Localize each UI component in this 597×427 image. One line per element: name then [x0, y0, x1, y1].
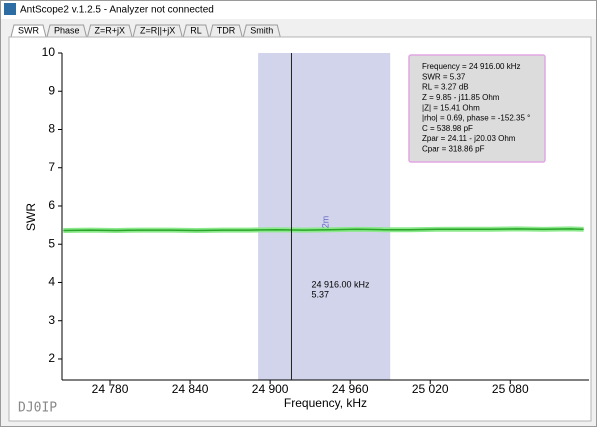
y-tick-label: 6	[48, 198, 55, 212]
tab-label[interactable]: RL	[190, 25, 202, 35]
x-tick-label: 24 840	[172, 382, 209, 396]
info-line: RL = 3.27 dB	[422, 83, 469, 92]
x-tick-label: 25 020	[412, 382, 449, 396]
y-tick-label: 10	[42, 45, 56, 59]
window-title: AntScope2 v.1.2.5 - Analyzer not connect…	[20, 5, 214, 16]
tab-label[interactable]: Smith	[250, 25, 273, 35]
info-line: C = 538.98 pF	[422, 124, 473, 133]
y-tick-label: 3	[48, 313, 55, 327]
cursor-freq-label: 24 916.00 kHz	[311, 279, 370, 289]
tab[interactable]	[10, 24, 47, 38]
y-tick-label: 9	[48, 83, 55, 97]
marker-label: 2m	[321, 216, 331, 229]
y-tick-label: 5	[48, 236, 55, 250]
info-line: Cpar = 318.86 pF	[422, 145, 485, 154]
tab-label[interactable]: SWR	[18, 25, 39, 35]
info-line: SWR = 5.37	[422, 72, 466, 81]
tab[interactable]	[132, 24, 183, 38]
tab-label[interactable]: TDR	[217, 25, 236, 35]
x-tick-label: 25 080	[492, 382, 529, 396]
x-tick-label: 24 900	[252, 382, 289, 396]
tab-bar: SWR Phase Z=R+jX Z=R||+jX RL TDR Smith	[10, 24, 281, 38]
y-tick-label: 2	[48, 351, 55, 365]
y-tick-label: 8	[48, 122, 55, 136]
title-bar	[1, 1, 596, 19]
plot: 2 3 4 5 6 7 8 9 10 24 780 24 840 24 900 24 960 25 020…	[24, 45, 589, 410]
app-icon	[4, 3, 16, 15]
x-axis-title: Frequency, kHz	[284, 396, 367, 410]
tab[interactable]	[87, 24, 133, 38]
info-box	[408, 54, 546, 163]
info-line: |rho| = 0.69, phase = -152.35 °	[422, 114, 530, 123]
cursor-value-label: 5.37	[311, 289, 329, 299]
tab[interactable]	[46, 24, 88, 38]
info-line: Zpar = 24.11 - j20.03 Ohm	[422, 134, 516, 143]
y-tick-label: 7	[48, 160, 55, 174]
x-tick-label: 24 960	[332, 382, 369, 396]
info-line: |Z| = 15.41 Ohm	[422, 103, 480, 112]
tab[interactable]	[209, 24, 243, 38]
y-axis-title: SWR	[24, 203, 38, 231]
y-tick-label: 4	[48, 275, 55, 289]
tab-label[interactable]: Phase	[54, 25, 80, 35]
tab[interactable]	[242, 24, 281, 38]
info-line: Frequency = 24 916.00 kHz	[422, 62, 521, 71]
x-tick-label: 24 780	[92, 382, 129, 396]
series-line	[63, 228, 584, 232]
watermark: DJ0IP	[18, 401, 57, 416]
tab-label[interactable]: Z=R||+jX	[140, 25, 175, 35]
tab[interactable]	[182, 24, 210, 38]
info-line: Z = 9.85 - j11.85 Ohm	[422, 93, 500, 102]
tab-label[interactable]: Z=R+jX	[95, 25, 126, 35]
band	[258, 53, 391, 380]
